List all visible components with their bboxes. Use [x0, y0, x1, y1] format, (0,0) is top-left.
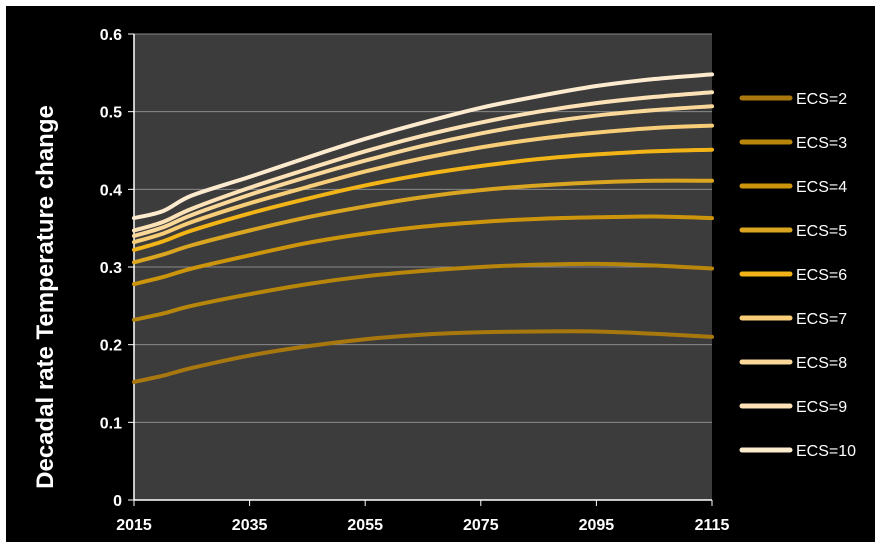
x-axis-ticks: 2015 2035 2055 2075 2095 2115	[116, 500, 729, 534]
legend-item: ECS=4	[739, 179, 847, 196]
legend-item: ECS=2	[739, 91, 847, 108]
legend-label: ECS=8	[796, 355, 847, 372]
series-line-ecs-4	[132, 214, 714, 287]
series-line-ecs-6	[132, 147, 714, 252]
gridlines	[134, 33, 712, 423]
series-line-ecs-10	[132, 72, 714, 221]
x-tick-label: 2095	[579, 517, 615, 534]
legend-item: ECS=3	[739, 135, 847, 152]
legend-label: ECS=6	[796, 267, 847, 284]
series-line-ecs-2	[132, 329, 714, 384]
legend-label: ECS=2	[796, 91, 847, 108]
y-axis-title: Decadal rate Temperature change	[32, 105, 59, 489]
legend-label: ECS=5	[796, 223, 847, 240]
legend-item: ECS=10	[739, 443, 856, 460]
legend-label: ECS=10	[796, 443, 856, 460]
legend-item: ECS=5	[739, 223, 847, 240]
line-chart: 0 0.1 0.2 0.3 0.4 0.5 0.6 2015 2035 2055 2075 2095…	[32, 27, 856, 534]
y-axis-ticks: 0 0.1 0.2 0.3 0.4 0.5 0.6	[100, 27, 134, 510]
legend: ECS=2 ECS=3 ECS=4 ECS=5 ECS=6 ECS=7 ECS=8 ECS=9…	[739, 91, 856, 460]
legend-label: ECS=3	[796, 135, 847, 152]
y-tick-label: 0.1	[100, 415, 122, 432]
y-tick-label: 0.3	[100, 260, 122, 277]
chart-container: 0 0.1 0.2 0.3 0.4 0.5 0.6 2015 2035 2055 2075 2095…	[6, 6, 875, 542]
legend-item: ECS=9	[739, 399, 847, 416]
x-tick-label: 2035	[232, 517, 268, 534]
legend-item: ECS=6	[739, 267, 847, 284]
legend-label: ECS=4	[796, 179, 847, 196]
legend-label: ECS=7	[796, 311, 847, 328]
legend-item: ECS=7	[739, 311, 847, 328]
x-tick-label: 2115	[695, 517, 730, 534]
series-lines	[132, 72, 714, 384]
series-line-ecs-7	[132, 123, 714, 245]
legend-item: ECS=8	[739, 355, 847, 372]
series-line-ecs-9	[132, 90, 714, 233]
series-line-ecs-8	[132, 104, 714, 238]
y-tick-label: 0.2	[100, 338, 122, 355]
y-tick-label: 0.6	[100, 27, 122, 44]
x-tick-label: 2015	[116, 517, 152, 534]
series-line-ecs-5	[132, 178, 714, 265]
y-tick-label: 0	[113, 493, 122, 510]
x-tick-label: 2075	[463, 517, 499, 534]
legend-label: ECS=9	[796, 399, 847, 416]
y-tick-label: 0.4	[100, 182, 122, 199]
y-tick-label: 0.5	[100, 105, 122, 122]
series-line-ecs-3	[132, 261, 714, 322]
x-tick-label: 2055	[347, 517, 383, 534]
